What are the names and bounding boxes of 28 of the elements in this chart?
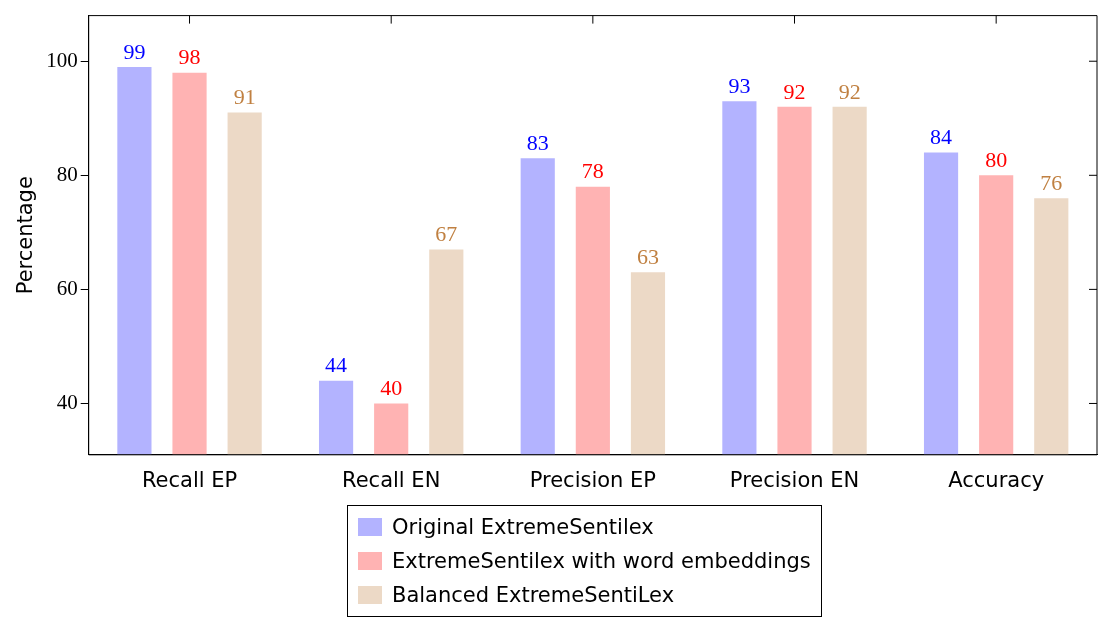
- data-label: 84: [930, 124, 953, 150]
- x-tick-label: Accuracy: [948, 467, 1045, 492]
- data-label: 80: [985, 147, 1008, 173]
- legend-label: Balanced ExtremeSentiLex: [392, 583, 676, 607]
- data-label: 78: [581, 158, 604, 184]
- y-tick-label: 60: [56, 275, 78, 300]
- data-label: 67: [435, 221, 458, 247]
- data-label: 98: [178, 44, 201, 70]
- data-label: 76: [1040, 169, 1063, 195]
- legend-label: ExtremeSentilex with word embeddings: [392, 549, 811, 573]
- x-tick-label: Precision EN: [729, 467, 860, 492]
- x-tick-label: Recall EN: [342, 467, 441, 492]
- x-tick-label: Precision EP: [529, 467, 657, 492]
- legend-label: Original ExtremeSentilex: [392, 515, 655, 539]
- data-label: 91: [233, 84, 256, 110]
- y-axis-title: Percentage: [13, 176, 38, 295]
- data-label: 99: [123, 38, 146, 64]
- data-label: 92: [838, 78, 861, 104]
- data-label: 93: [728, 72, 751, 98]
- y-tick-label: 80: [56, 161, 78, 186]
- data-label: 83: [526, 129, 549, 155]
- y-tick-label: 40: [56, 389, 78, 414]
- y-tick-label: 100: [46, 47, 78, 72]
- data-label: 44: [325, 352, 348, 378]
- data-label: 63: [636, 244, 659, 270]
- x-tick-label: Recall EP: [141, 467, 238, 492]
- data-label: 40: [380, 375, 403, 401]
- data-label: 92: [783, 78, 806, 104]
